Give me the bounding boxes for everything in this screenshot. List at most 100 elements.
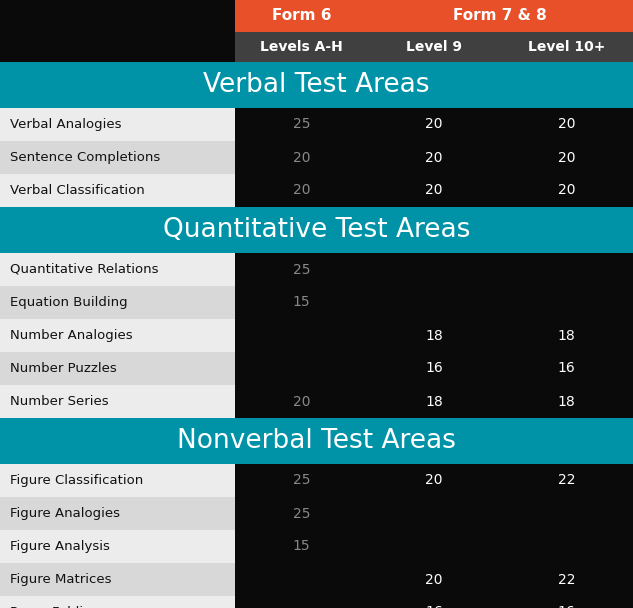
Bar	[0, 253, 235, 286]
Text: Verbal Classification: Verbal Classification	[10, 184, 145, 197]
Text: 25: 25	[292, 474, 310, 488]
Bar	[0, 530, 235, 563]
Bar	[0, 319, 235, 352]
Text: Sentence Completions: Sentence Completions	[10, 151, 160, 164]
Bar	[235, 385, 368, 418]
Text: Verbal Analogies: Verbal Analogies	[10, 118, 122, 131]
Text: Form 7 & 8: Form 7 & 8	[453, 9, 547, 24]
Bar	[0, 108, 235, 141]
Text: Nonverbal Test Areas: Nonverbal Test Areas	[177, 428, 456, 454]
Text: 16: 16	[558, 606, 575, 608]
Bar	[0, 62, 633, 108]
Bar	[0, 32, 235, 62]
Text: 15: 15	[292, 295, 310, 309]
Bar	[0, 174, 235, 207]
Text: 20: 20	[558, 117, 575, 131]
Text: Equation Building: Equation Building	[10, 296, 128, 309]
Bar	[0, 141, 235, 174]
Text: 20: 20	[425, 573, 442, 587]
Bar	[235, 563, 368, 596]
Text: 18: 18	[425, 328, 443, 342]
Text: 25: 25	[292, 117, 310, 131]
Bar	[235, 108, 368, 141]
Bar	[0, 286, 235, 319]
Text: 16: 16	[425, 362, 443, 376]
Bar	[368, 253, 500, 286]
Bar	[235, 352, 368, 385]
Bar	[235, 596, 368, 608]
Bar	[235, 464, 368, 497]
Text: Levels A-H: Levels A-H	[260, 40, 342, 54]
Bar	[235, 32, 368, 62]
Text: Number Puzzles: Number Puzzles	[10, 362, 116, 375]
Bar	[500, 596, 633, 608]
Text: Figure Classification: Figure Classification	[10, 474, 143, 487]
Text: 20: 20	[425, 117, 442, 131]
Bar	[368, 108, 500, 141]
Bar	[500, 352, 633, 385]
Text: 15: 15	[292, 539, 310, 553]
Text: 18: 18	[425, 395, 443, 409]
Text: 18: 18	[558, 395, 575, 409]
Bar	[368, 174, 500, 207]
Text: Number Series: Number Series	[10, 395, 109, 408]
Text: 20: 20	[425, 184, 442, 198]
Text: 25: 25	[292, 263, 310, 277]
Bar	[500, 286, 633, 319]
Bar	[500, 530, 633, 563]
Bar	[368, 352, 500, 385]
Text: Level 10+: Level 10+	[528, 40, 605, 54]
Bar	[0, 418, 633, 464]
Bar	[368, 0, 633, 32]
Bar	[235, 253, 368, 286]
Text: 22: 22	[558, 573, 575, 587]
Text: Form 6: Form 6	[272, 9, 331, 24]
Bar	[500, 32, 633, 62]
Text: Paper Folding: Paper Folding	[10, 606, 100, 608]
Bar	[500, 141, 633, 174]
Bar	[500, 497, 633, 530]
Bar	[235, 319, 368, 352]
Text: 20: 20	[292, 151, 310, 165]
Bar	[368, 464, 500, 497]
Bar	[0, 464, 235, 497]
Text: 25: 25	[292, 506, 310, 520]
Bar	[235, 286, 368, 319]
Text: 20: 20	[425, 474, 442, 488]
Bar	[0, 352, 235, 385]
Text: Figure Matrices: Figure Matrices	[10, 573, 111, 586]
Bar	[368, 530, 500, 563]
Bar	[500, 464, 633, 497]
Bar	[368, 319, 500, 352]
Text: 18: 18	[558, 328, 575, 342]
Bar	[235, 0, 368, 32]
Text: Figure Analogies: Figure Analogies	[10, 507, 120, 520]
Bar	[368, 141, 500, 174]
Bar	[235, 174, 368, 207]
Bar	[235, 141, 368, 174]
Bar	[500, 563, 633, 596]
Bar	[0, 0, 235, 32]
Bar	[368, 286, 500, 319]
Bar	[500, 319, 633, 352]
Text: Verbal Test Areas: Verbal Test Areas	[203, 72, 430, 98]
Text: 20: 20	[425, 151, 442, 165]
Bar	[500, 253, 633, 286]
Bar	[368, 32, 500, 62]
Bar	[0, 596, 235, 608]
Text: 16: 16	[558, 362, 575, 376]
Bar	[368, 596, 500, 608]
Text: 22: 22	[558, 474, 575, 488]
Bar	[500, 108, 633, 141]
Text: 20: 20	[558, 151, 575, 165]
Text: Figure Analysis: Figure Analysis	[10, 540, 110, 553]
Bar	[235, 530, 368, 563]
Bar	[235, 497, 368, 530]
Bar	[0, 385, 235, 418]
Text: Quantitative Test Areas: Quantitative Test Areas	[163, 217, 470, 243]
Text: 20: 20	[292, 184, 310, 198]
Text: Number Analogies: Number Analogies	[10, 329, 133, 342]
Bar	[368, 385, 500, 418]
Text: 16: 16	[425, 606, 443, 608]
Bar	[0, 207, 633, 253]
